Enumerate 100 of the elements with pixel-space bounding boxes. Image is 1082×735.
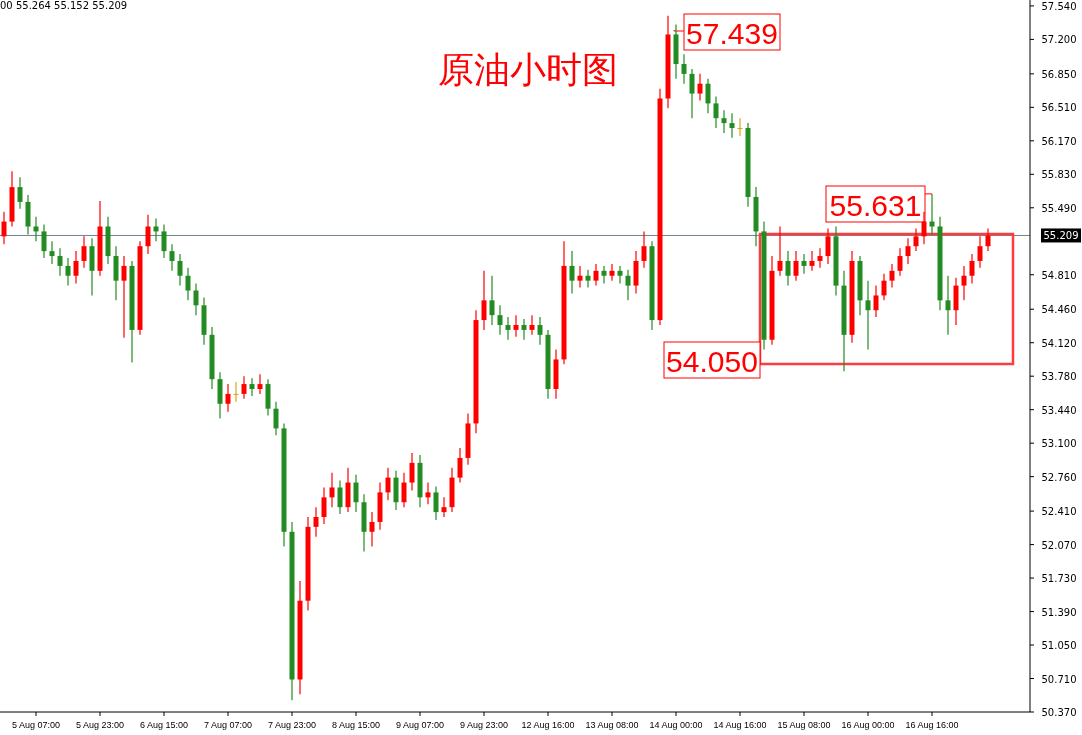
candlestick [481, 270, 487, 331]
candlestick [249, 377, 255, 397]
candlestick [529, 314, 535, 336]
candlestick [801, 253, 807, 275]
candlestick [273, 401, 279, 436]
x-tick-label: 13 Aug 08:00 [585, 720, 639, 730]
y-tick-label: 53.100 [1041, 438, 1077, 450]
candlestick [313, 506, 319, 538]
candlestick [945, 275, 951, 336]
ref-line-label: 55.209 [1043, 230, 1079, 242]
candlestick [385, 467, 391, 501]
candlestick [489, 275, 495, 326]
x-tick-label: 6 Aug 15:00 [139, 720, 189, 730]
x-tick-label: 9 Aug 23:00 [459, 720, 509, 730]
candlestick [601, 265, 607, 285]
candlestick [577, 265, 583, 289]
annotation: 55.631 [829, 189, 922, 222]
candlestick [777, 225, 783, 277]
candlestick [145, 214, 151, 255]
candlestick [337, 479, 343, 515]
candlestick [713, 95, 719, 129]
x-tick-label: 7 Aug 07:00 [203, 720, 253, 730]
x-tick-label: 9 Aug 07:00 [395, 720, 445, 730]
x-tick-label: 5 Aug 23:00 [75, 720, 125, 730]
x-tick-label: 5 Aug 07:00 [11, 720, 61, 730]
candlestick [729, 112, 735, 139]
candlestick [401, 472, 407, 508]
candlestick [353, 474, 359, 513]
annotation: 57.439 [686, 17, 778, 50]
y-tick-label: 52.760 [1041, 471, 1077, 483]
annotation: 54.050 [666, 345, 758, 378]
candlestick [193, 283, 199, 316]
candlestick [737, 117, 743, 137]
candlestick [441, 496, 447, 518]
candlestick [433, 485, 439, 521]
candlestick [873, 284, 879, 318]
x-tick-label: 16 Aug 16:00 [905, 720, 959, 730]
y-tick-label: 50.370 [1041, 707, 1077, 718]
x-tick-label: 12 Aug 16:00 [521, 720, 575, 730]
candlestick [185, 267, 191, 301]
candlestick [897, 247, 903, 277]
candlestick [881, 273, 887, 301]
x-tick-label: 7 Aug 23:00 [267, 720, 317, 730]
candlestick [609, 263, 615, 282]
y-tick-label: 55.490 [1041, 202, 1077, 214]
candlestick [569, 250, 575, 295]
candlestick [913, 227, 919, 252]
candlestick [1, 211, 7, 245]
candlestick [425, 481, 431, 505]
candlestick [969, 253, 975, 285]
candlestick [809, 250, 815, 272]
candlestick [17, 176, 23, 210]
candlestick [537, 316, 543, 346]
candlestick [889, 263, 895, 289]
y-tick-label: 51.050 [1041, 640, 1077, 652]
y-tick-label: 56.510 [1041, 102, 1077, 114]
candlestick [241, 375, 247, 400]
y-tick-label: 50.710 [1041, 673, 1077, 685]
candlestick [57, 247, 63, 277]
x-tick-label: 8 Aug 15:00 [331, 720, 381, 730]
candlestick [497, 304, 503, 336]
candlestick [977, 235, 983, 269]
candlestick [585, 269, 591, 289]
y-tick-label: 51.390 [1041, 606, 1077, 618]
candlestick [825, 227, 831, 265]
candlestick [721, 109, 727, 134]
x-tick-label: 14 Aug 16:00 [713, 720, 767, 730]
candlestick [705, 78, 711, 114]
candlestick [681, 53, 687, 85]
y-tick-label: 57.540 [1041, 0, 1077, 12]
candlestick [225, 383, 231, 413]
candlestick [369, 511, 375, 548]
y-tick-label: 52.070 [1041, 539, 1077, 551]
candlestick [65, 257, 71, 287]
annotation: 00 55.264 55.152 55.209 [0, 0, 128, 11]
candlestick [985, 227, 991, 252]
candlestick [865, 280, 871, 351]
y-tick-label: 54.810 [1041, 269, 1077, 281]
candlestick [321, 486, 327, 525]
candlestick [73, 250, 79, 285]
candlestick [257, 373, 263, 395]
candlestick [785, 250, 791, 287]
y-tick-label: 52.410 [1041, 506, 1077, 518]
x-tick-label: 15 Aug 08:00 [777, 720, 831, 730]
candlestick [593, 263, 599, 287]
candlestick [513, 314, 519, 338]
candlestick [81, 235, 87, 269]
candlestick [329, 472, 335, 508]
text: 原油小时图 [438, 50, 618, 90]
candlestick [161, 223, 167, 259]
candlestick [177, 253, 183, 287]
candlestick [641, 230, 647, 269]
candlestick [625, 269, 631, 301]
candlestick [121, 255, 127, 339]
x-tick-label: 14 Aug 00:00 [649, 720, 703, 730]
candlestick [409, 452, 415, 492]
y-tick-label: 56.850 [1041, 68, 1077, 80]
y-tick-label: 53.440 [1041, 404, 1077, 416]
candlestick [689, 68, 695, 119]
candlestick [905, 237, 911, 265]
